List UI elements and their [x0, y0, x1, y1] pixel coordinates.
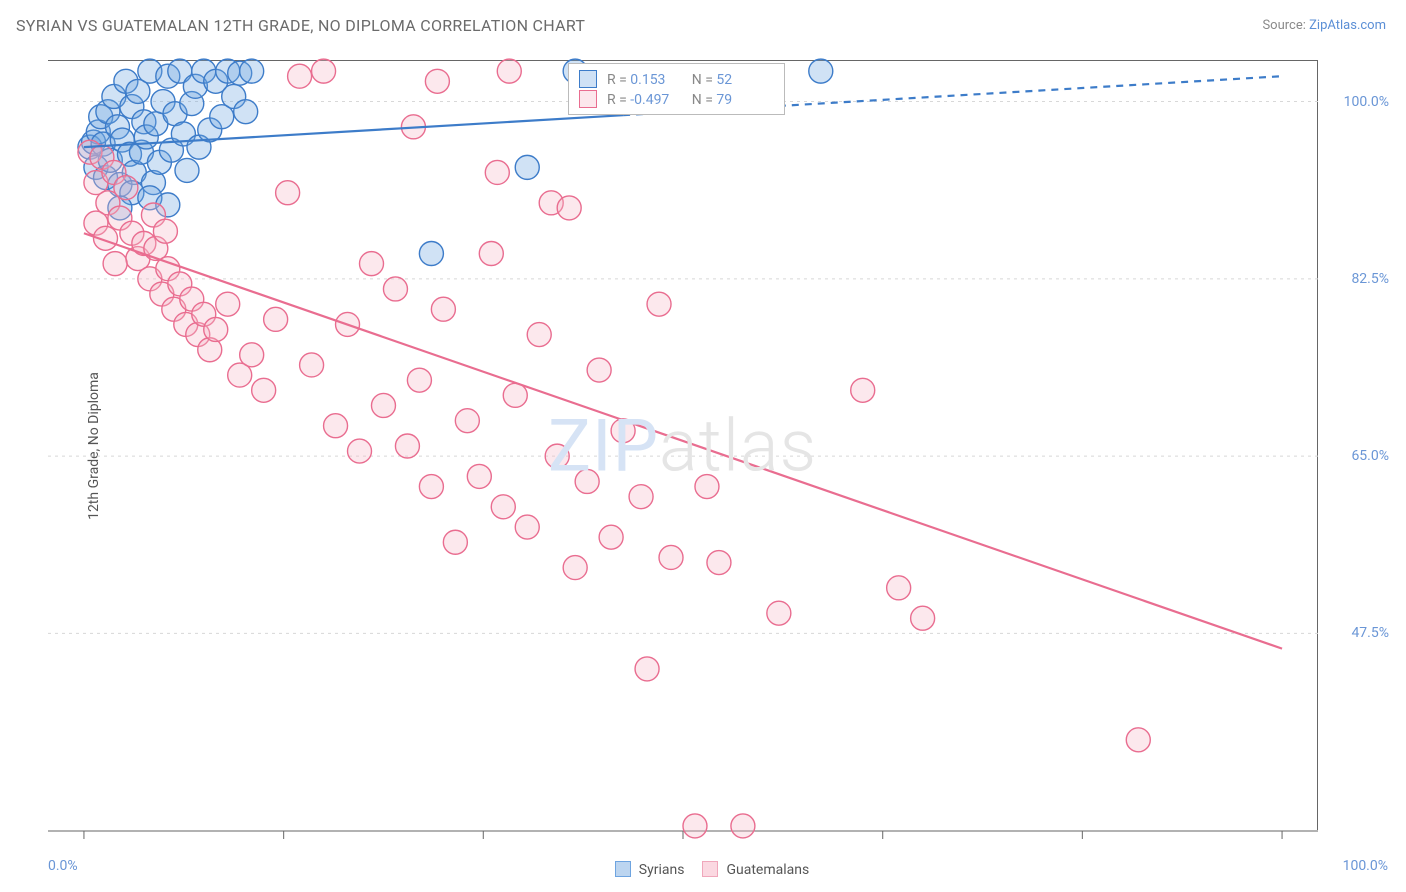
legend-swatch: [702, 861, 718, 877]
data-point: [587, 358, 611, 382]
data-point: [443, 530, 467, 554]
source-label: Source:: [1262, 18, 1305, 33]
chart-svg: [48, 61, 1317, 830]
y-tick-label: 47.5%: [1351, 625, 1389, 641]
data-point: [635, 657, 659, 681]
data-point: [419, 475, 443, 499]
source-line: Source: ZipAtlas.com: [1262, 18, 1386, 33]
r-label: R =: [607, 72, 630, 88]
data-point: [431, 297, 455, 321]
data-point: [1126, 728, 1150, 752]
data-point: [264, 307, 288, 331]
data-point: [527, 323, 551, 347]
data-point: [276, 181, 300, 205]
plot-area: ZIPatlas R = 0.153 N = 52R = -0.497 N = …: [48, 60, 1318, 830]
data-point: [767, 601, 791, 625]
data-point: [425, 69, 449, 93]
data-point: [629, 485, 653, 509]
data-point: [695, 475, 719, 499]
data-point: [288, 64, 312, 88]
data-point: [114, 176, 138, 200]
legend-row: R = 0.153 N = 52: [579, 70, 774, 88]
n-label: N =: [688, 72, 716, 88]
legend-label: Guatemalans: [726, 862, 809, 878]
data-point: [240, 59, 264, 83]
n-value: 52: [716, 72, 774, 88]
data-point: [252, 378, 276, 402]
data-point: [204, 317, 228, 341]
data-point: [515, 155, 539, 179]
data-point: [731, 814, 755, 838]
legend-swatch: [579, 70, 597, 88]
r-label: R =: [607, 92, 630, 108]
y-tick-label: 65.0%: [1351, 448, 1389, 464]
data-point: [407, 368, 431, 392]
data-point: [359, 252, 383, 276]
data-point: [497, 59, 521, 83]
data-point: [324, 414, 348, 438]
data-point: [659, 545, 683, 569]
data-point: [467, 464, 491, 488]
data-point: [371, 393, 395, 417]
data-point: [503, 383, 527, 407]
data-point: [455, 409, 479, 433]
legend-swatch: [615, 861, 631, 877]
data-point: [419, 242, 443, 266]
data-point: [491, 495, 515, 519]
data-point: [911, 606, 935, 630]
data-point: [809, 59, 833, 83]
data-point: [707, 551, 731, 575]
data-point: [515, 515, 539, 539]
data-point: [153, 219, 177, 243]
data-point: [395, 434, 419, 458]
data-point: [383, 277, 407, 301]
data-point: [485, 160, 509, 184]
data-point: [647, 292, 671, 316]
data-point: [557, 196, 581, 220]
legend-swatch: [579, 90, 597, 108]
correlation-legend: R = 0.153 N = 52R = -0.497 N = 79: [568, 63, 785, 115]
n-value: 79: [716, 92, 774, 108]
legend-label: Syrians: [639, 862, 685, 878]
legend-row: R = -0.497 N = 79: [579, 90, 774, 108]
r-value: -0.497: [630, 92, 688, 108]
data-point: [683, 814, 707, 838]
data-point: [300, 353, 324, 377]
data-point: [312, 59, 336, 83]
data-point: [575, 469, 599, 493]
data-point: [216, 292, 240, 316]
data-point: [479, 242, 503, 266]
y-tick-label: 82.5%: [1351, 271, 1389, 287]
data-point: [234, 100, 258, 124]
data-point: [240, 343, 264, 367]
data-point: [563, 556, 587, 580]
data-point: [103, 252, 127, 276]
data-point: [348, 439, 372, 463]
series-legend: Syrians Guatemalans: [0, 861, 1406, 878]
data-point: [599, 525, 623, 549]
source-link[interactable]: ZipAtlas.com: [1309, 18, 1386, 33]
data-point: [545, 444, 569, 468]
chart-title: SYRIAN VS GUATEMALAN 12TH GRADE, NO DIPL…: [16, 16, 585, 35]
n-label: N =: [688, 92, 716, 108]
r-value: 0.153: [630, 72, 688, 88]
data-point: [175, 158, 199, 182]
y-tick-label: 100.0%: [1344, 94, 1389, 110]
data-point: [851, 378, 875, 402]
data-point: [887, 576, 911, 600]
